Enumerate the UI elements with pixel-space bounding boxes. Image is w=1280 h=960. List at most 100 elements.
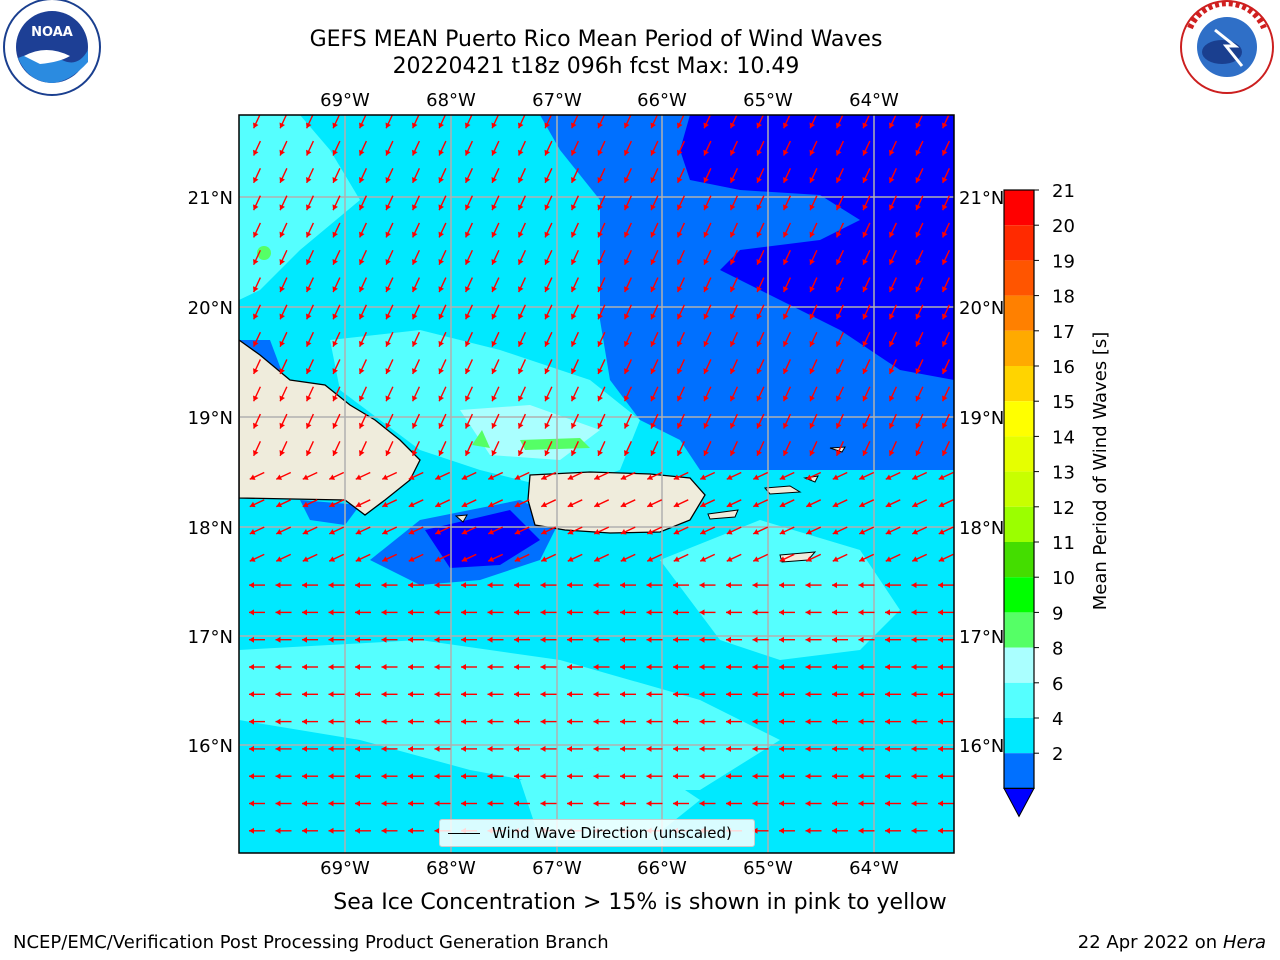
wind-arrow: [915, 277, 924, 293]
wind-arrow: [461, 471, 477, 480]
wind-arrow: [461, 800, 477, 807]
wind-arrow: [249, 745, 265, 752]
wind-arrow: [885, 499, 901, 508]
wind-arrow: [517, 222, 527, 238]
wind-arrow: [540, 582, 557, 589]
wind-arrow: [620, 636, 636, 643]
wind-arrow: [673, 745, 689, 752]
wind-arrow: [885, 827, 901, 834]
wind-arrow: [779, 718, 795, 725]
wind-arrow: [358, 386, 368, 402]
wind-arrow: [941, 222, 951, 238]
wind-arrow: [646, 691, 663, 698]
wind-arrow: [885, 773, 901, 780]
wind-arrow: [434, 526, 451, 535]
wind-arrow: [676, 386, 686, 402]
wind-arrow: [570, 413, 580, 429]
colorbar-swatch: [1004, 190, 1034, 226]
lat-tick-label: 16°N: [959, 736, 1004, 757]
wind-arrow: [567, 471, 583, 480]
wind-arrow: [915, 413, 924, 429]
wind-arrow: [620, 800, 636, 807]
wind-arrow: [911, 471, 928, 480]
wind-arrow: [832, 636, 848, 643]
wind-arrow: [464, 249, 474, 266]
wind-arrow: [941, 359, 951, 375]
wind-arrow: [491, 359, 500, 375]
wind-arrow: [434, 636, 451, 643]
wind-arrow: [540, 471, 557, 480]
wind-arrow: [517, 331, 527, 347]
wind-arrow: [514, 664, 530, 670]
wind-arrow: [862, 168, 871, 184]
wind-arrow: [756, 413, 765, 429]
wind-arrow: [408, 800, 424, 807]
wind-arrow: [385, 249, 394, 266]
wind-arrow: [438, 222, 447, 238]
wind-arrow: [911, 499, 928, 508]
wind-arrow: [514, 745, 530, 752]
wind-arrow: [779, 827, 795, 834]
wind-arrow: [385, 386, 394, 402]
wind-arrow: [676, 222, 686, 238]
sea-ice-note: Sea Ice Concentration > 15% is shown in …: [333, 890, 947, 915]
wind-arrow: [514, 471, 530, 480]
wind-arrow: [249, 636, 265, 643]
wind-arrow: [756, 359, 765, 375]
wind-arrow: [302, 582, 318, 589]
wind-arrow: [888, 168, 898, 184]
wind-arrow: [491, 168, 500, 184]
wind-arrow: [703, 222, 712, 238]
wind-arrow: [623, 441, 633, 457]
wind-arrow: [835, 277, 845, 293]
wind-arrow: [355, 827, 371, 834]
wind-arrow: [464, 115, 473, 129]
wind-arrow: [915, 331, 924, 347]
colorbar-swatch: [1004, 330, 1034, 366]
wind-arrow: [385, 195, 394, 211]
wind-arrow: [832, 553, 848, 562]
wind-arrow: [408, 827, 424, 834]
wind-arrow: [911, 800, 928, 807]
wind-arrow: [915, 441, 924, 457]
wind-arrow: [385, 115, 394, 129]
wind-arrow: [699, 745, 716, 752]
wind-arrow: [411, 168, 421, 184]
wind-arrow: [332, 386, 341, 402]
colorbar-tick-label: 17: [1052, 322, 1075, 343]
lat-tick-label: 21°N: [188, 188, 233, 209]
wind-arrow: [620, 773, 636, 780]
wind-arrow: [938, 471, 954, 480]
wind-arrow: [249, 526, 265, 535]
wind-arrow: [514, 609, 530, 616]
wind-arrow: [915, 386, 924, 402]
wind-arrow: [355, 499, 371, 508]
wind-arrow: [938, 718, 954, 725]
wind-arrow: [411, 413, 421, 429]
wind-arrow: [597, 140, 606, 156]
wind-arrow: [620, 664, 636, 670]
wind-arrow: [487, 526, 504, 535]
wind-arrow: [729, 115, 738, 129]
wind-arrow: [567, 499, 583, 508]
wind-arrow: [381, 691, 398, 698]
wind-arrow: [703, 359, 712, 375]
wind-arrow: [328, 773, 345, 780]
wind-arrow: [567, 718, 583, 725]
wind-arrow: [408, 691, 424, 698]
wind-arrow: [779, 745, 795, 752]
colorbar-tick-label: 8: [1052, 639, 1063, 660]
field-6-8s: [239, 640, 780, 790]
wind-arrow: [809, 413, 818, 429]
wind-arrow: [514, 773, 530, 780]
wind-arrow: [328, 691, 345, 698]
wind-arrow: [434, 773, 451, 780]
wind-arrow: [650, 195, 659, 211]
colorbar-swatch: [1004, 260, 1034, 296]
wind-arrow: [438, 115, 447, 129]
wind-arrow: [544, 140, 553, 156]
wind-arrow: [487, 718, 504, 725]
wind-arrow: [544, 331, 553, 347]
wind-arrow: [302, 827, 318, 834]
wind-arrow: [832, 800, 848, 807]
